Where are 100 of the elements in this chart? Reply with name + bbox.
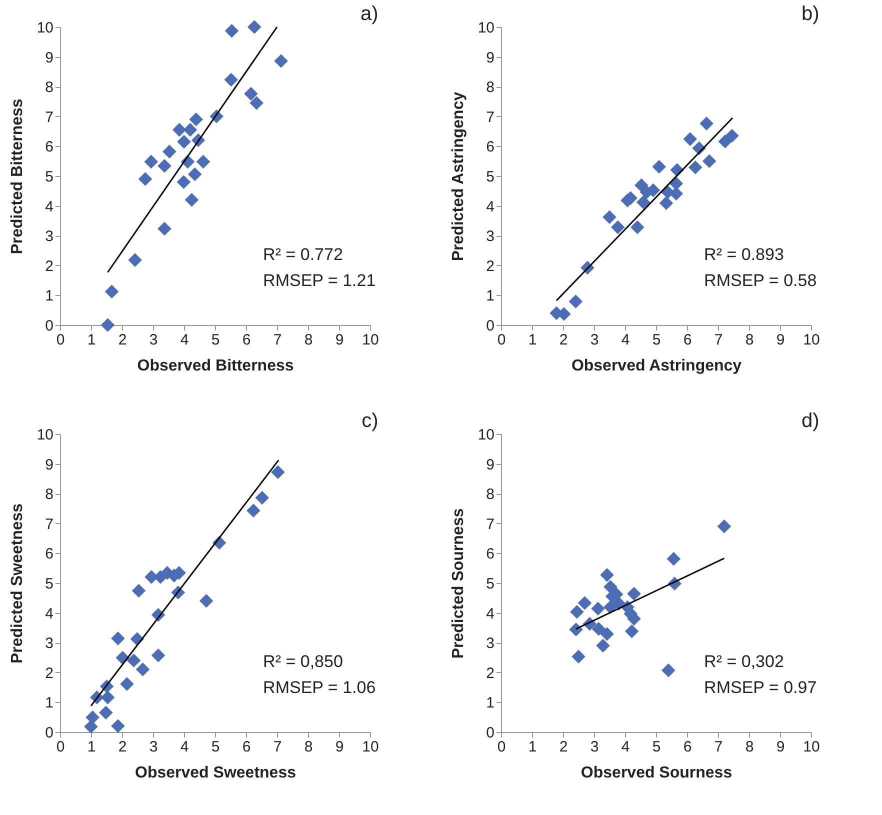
x-tick-label: 3 <box>149 332 158 348</box>
annotation: R² = 0,850 <box>263 652 343 671</box>
y-tick-label: 2 <box>45 664 54 682</box>
point <box>250 96 264 110</box>
x-tick-label: 10 <box>803 332 820 348</box>
x-tick-label: 9 <box>776 738 785 756</box>
y-tick-label: 9 <box>45 456 54 474</box>
point <box>636 195 650 210</box>
x-tick-label: 0 <box>497 332 506 348</box>
point <box>183 122 198 137</box>
x-tick-label: 0 <box>56 332 65 348</box>
point <box>666 552 681 566</box>
y-axis-title: Predicted Bitterness <box>8 98 26 254</box>
x-tick-label: 8 <box>745 332 754 348</box>
point <box>572 650 586 664</box>
point <box>683 132 697 146</box>
point <box>196 154 210 169</box>
y-tick-label: 0 <box>486 724 494 742</box>
y-tick-label: 2 <box>486 258 494 275</box>
y-tick-label: 7 <box>45 108 54 126</box>
x-tick-label: 2 <box>118 738 127 756</box>
point <box>688 160 702 174</box>
y-tick-label: 4 <box>45 605 54 622</box>
point <box>188 167 202 182</box>
point <box>271 465 285 480</box>
annotation: RMSEP = 1.06 <box>263 678 376 697</box>
chart-title: a) <box>360 3 378 25</box>
y-tick-label: 7 <box>486 516 494 533</box>
x-tick-label: 7 <box>714 332 723 348</box>
point <box>602 210 616 224</box>
point <box>596 638 610 652</box>
y-tick-label: 7 <box>486 108 494 126</box>
x-axis-title: Observed Sweetness <box>135 764 296 782</box>
y-tick-label: 9 <box>486 456 494 474</box>
point <box>120 677 134 691</box>
point <box>224 24 239 38</box>
y-tick-label: 0 <box>486 318 494 334</box>
x-tick-label: 10 <box>362 332 379 348</box>
point <box>600 568 614 582</box>
x-tick-label: 6 <box>242 332 251 348</box>
x-tick-label: 7 <box>273 738 282 756</box>
x-tick-label: 1 <box>87 738 96 756</box>
x-tick-label: 7 <box>714 738 723 756</box>
point <box>630 220 644 234</box>
chart-title: c) <box>362 410 378 432</box>
y-tick-label: 6 <box>45 546 54 563</box>
y-tick-label: 10 <box>36 20 54 36</box>
point <box>104 284 119 299</box>
y-tick-label: 5 <box>486 576 494 592</box>
annotation: RMSEP = 1.21 <box>263 270 376 290</box>
x-axis-title: Observed Sourness <box>580 764 732 782</box>
y-axis-title: Predicted Astringency <box>450 92 467 262</box>
point <box>224 72 238 87</box>
y-tick-label: 4 <box>45 198 54 216</box>
y-tick-label: 3 <box>486 635 494 652</box>
point <box>86 710 100 724</box>
annotation: RMSEP = 0.58 <box>704 270 817 290</box>
x-tick-label: 5 <box>211 738 220 756</box>
x-tick-label: 8 <box>304 332 313 348</box>
x-tick-label: 0 <box>56 738 65 756</box>
point <box>662 663 676 678</box>
point <box>717 519 732 534</box>
chart-title: d) <box>802 410 820 432</box>
point <box>570 605 584 619</box>
x-tick-label: 1 <box>528 738 537 756</box>
x-tick-label: 5 <box>652 332 661 348</box>
point <box>568 294 583 308</box>
point <box>669 186 684 200</box>
y-tick-label: 5 <box>486 168 494 186</box>
annotation: R² = 0.893 <box>704 244 784 264</box>
point <box>177 134 191 149</box>
y-tick-label: 2 <box>486 664 494 682</box>
point <box>600 627 614 641</box>
y-tick-label: 8 <box>45 79 54 96</box>
y-tick-label: 4 <box>486 198 494 216</box>
x-tick-label: 10 <box>803 738 820 756</box>
y-tick-label: 0 <box>45 724 54 742</box>
point <box>128 253 142 267</box>
y-tick-label: 9 <box>486 49 494 66</box>
x-tick-label: 2 <box>118 332 127 348</box>
chart-title: b) <box>802 3 820 25</box>
point <box>172 122 186 137</box>
point <box>111 632 125 646</box>
point <box>151 648 166 662</box>
point <box>162 144 176 158</box>
y-tick-label: 7 <box>45 516 54 533</box>
y-tick-label: 3 <box>45 228 54 246</box>
y-axis-title: Predicted Sourness <box>450 508 467 659</box>
point <box>255 490 270 505</box>
point <box>138 172 152 186</box>
point <box>610 220 625 234</box>
y-tick-label: 4 <box>486 605 494 622</box>
x-axis-title: Observed Astringency <box>571 358 742 374</box>
x-tick-label: 6 <box>683 332 692 348</box>
y-tick-label: 9 <box>45 49 54 66</box>
point <box>132 584 146 598</box>
x-tick-label: 4 <box>180 332 189 348</box>
y-tick-label: 3 <box>45 635 54 652</box>
x-tick-label: 3 <box>590 738 599 756</box>
y-tick-label: 6 <box>486 138 494 156</box>
